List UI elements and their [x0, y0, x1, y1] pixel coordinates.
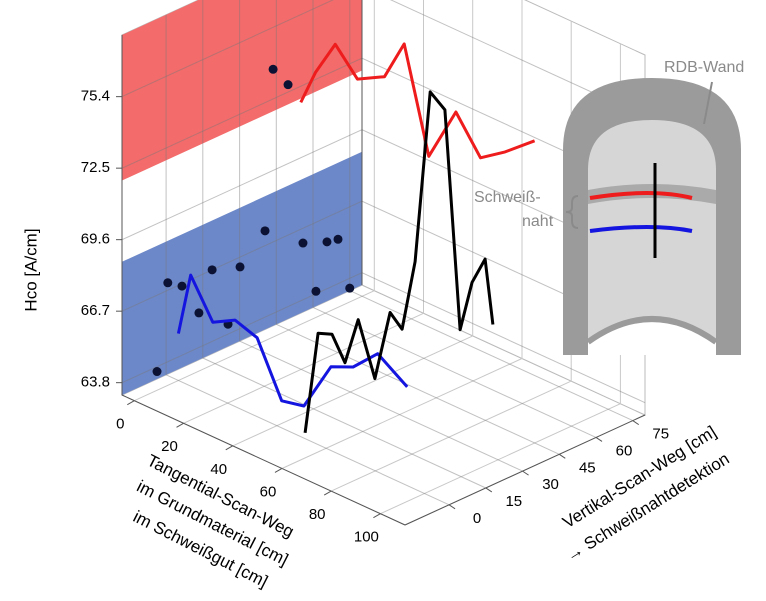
x-tick-label: 60: [260, 483, 277, 500]
x-tick-label: 20: [161, 438, 178, 455]
y-tick-label: 63.8: [81, 374, 110, 391]
data-point: [345, 284, 354, 293]
tick-mark: [486, 488, 492, 492]
z-tick-label: 15: [505, 493, 522, 510]
tick-mark: [559, 454, 565, 458]
data-point: [178, 282, 187, 291]
tick-mark: [275, 468, 282, 472]
y-tick-label: 69.6: [81, 231, 110, 248]
data-point: [208, 265, 217, 274]
z-tick-label: 0: [473, 510, 481, 527]
data-point: [334, 235, 343, 244]
tick-mark: [177, 423, 184, 427]
tick-mark: [373, 514, 380, 518]
inset-label: RDB-Wand: [664, 59, 744, 76]
data-point: [153, 367, 162, 376]
data-point: [298, 239, 307, 248]
data-point: [163, 278, 172, 287]
tick-mark: [633, 421, 639, 425]
tick-mark: [449, 505, 455, 509]
data-point: [261, 226, 270, 235]
inset-label: Schweiß-: [474, 189, 541, 206]
data-point: [322, 237, 331, 246]
y-axis-label: Hco [A/cm]: [21, 228, 40, 311]
z-tick-label: 30: [542, 476, 559, 493]
data-point: [311, 287, 320, 296]
data-point: [194, 308, 203, 317]
data-point: [236, 262, 245, 271]
tick-mark: [127, 401, 134, 405]
x-tick-label: 40: [210, 461, 227, 478]
y-tick-label: 72.5: [81, 159, 110, 176]
tick-mark: [226, 446, 233, 450]
z-tick-label: 45: [579, 459, 596, 476]
chart: 63.8 66.7 69.6 72.5 75.4 0 20 40 60 80 100 0 15 30 45 6…: [0, 0, 766, 601]
inset-label: naht: [522, 213, 554, 230]
data-point: [269, 65, 278, 74]
tick-mark: [596, 437, 602, 441]
x-tick-label: 0: [116, 416, 124, 433]
y-tick-label: 66.7: [81, 302, 110, 319]
y-tick-label: 75.4: [81, 88, 110, 105]
x-tick-label: 80: [309, 506, 326, 523]
z-tick-label: 60: [616, 442, 633, 459]
tick-mark: [523, 471, 529, 475]
tick-mark: [324, 491, 331, 495]
x-tick-label: 100: [354, 529, 379, 546]
data-point: [284, 80, 293, 89]
z-tick-label: 75: [652, 426, 669, 443]
